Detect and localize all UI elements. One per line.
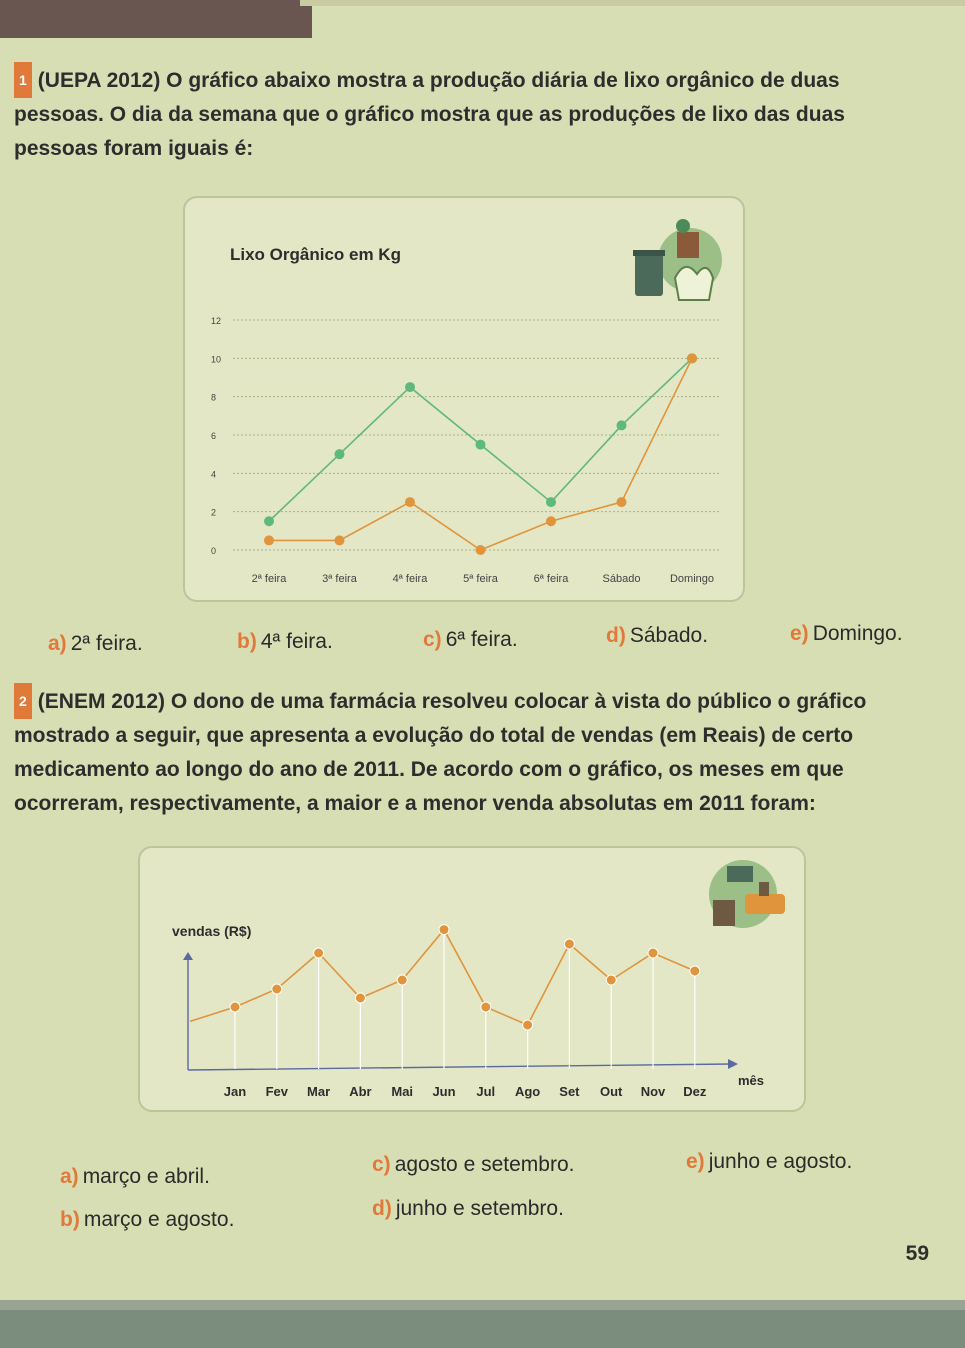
y-tick-label: 12 [211, 316, 221, 326]
data-point [396, 974, 408, 986]
data-point [334, 535, 345, 546]
x-tick-label: 3ª feira [322, 573, 358, 585]
q1-option-c[interactable]: c) 6ª feira. [423, 628, 518, 651]
x-tick-label: Ago [515, 1084, 540, 1099]
chart-lixo-organico: Lixo Orgânico em Kg 0 2 4 6 8 10 12 2ª feira 3ª f… [183, 196, 745, 602]
data-point [438, 924, 450, 936]
question-number: 2 [14, 683, 32, 719]
x-tick-label: Dez [683, 1084, 707, 1099]
x-tick-label: Domingo [670, 573, 714, 585]
q2-option-a[interactable]: a) março e abril. [60, 1165, 210, 1188]
data-point [647, 947, 659, 959]
x-tick-label: 6ª feira [534, 573, 570, 585]
x-tick-label: 2ª feira [252, 573, 288, 585]
x-tick-label: 5ª feira [463, 573, 499, 585]
data-point [687, 353, 697, 364]
x-axis-label: mês [738, 1073, 764, 1088]
recycling-bin-icon [633, 219, 722, 301]
q1-option-b[interactable]: b) 4ª feira. [237, 630, 333, 653]
page-number: 59 [905, 1242, 929, 1265]
x-tick-label: Mai [391, 1084, 413, 1099]
x-tick-label: Set [559, 1084, 580, 1099]
x-tick-label: Mar [307, 1084, 330, 1099]
x-axis [187, 1063, 733, 1071]
question-number: 1 [14, 62, 32, 98]
q1-option-e[interactable]: e) Domingo. [790, 622, 903, 645]
series-line [269, 357, 693, 551]
x-axis-arrow [728, 1059, 738, 1069]
y-axis-label: vendas (R$) [172, 923, 251, 939]
y-tick-label: 0 [211, 546, 216, 556]
data-point [475, 439, 486, 450]
x-tick-label: Sábado [603, 573, 641, 585]
data-point [354, 992, 366, 1004]
data-point [563, 938, 575, 950]
data-point [480, 1001, 492, 1013]
x-tick-label: Abr [349, 1084, 371, 1099]
q2-option-e[interactable]: e) junho e agosto. [686, 1150, 853, 1173]
data-point [264, 516, 274, 527]
data-point [405, 497, 415, 508]
q2-option-c[interactable]: c) agosto e setembro. [372, 1153, 575, 1176]
x-tick-label: Fev [266, 1084, 289, 1099]
x-tick-label: Out [600, 1084, 623, 1099]
question-1: 1 (UEPA 2012) O gráfico abaixo mostra a p… [14, 62, 934, 166]
question-text: (ENEM 2012) O dono de uma farmácia resol… [14, 690, 867, 815]
data-point [546, 516, 556, 527]
x-tick-label: Jul [476, 1084, 495, 1099]
q2-option-d[interactable]: d) junho e setembro. [372, 1197, 564, 1220]
question-2: 2 (ENEM 2012) O dono de uma farmácia reso… [14, 683, 934, 821]
data-point [313, 947, 325, 959]
data-point [475, 545, 486, 555]
data-point [405, 382, 415, 393]
series-line [189, 928, 696, 1027]
data-point [229, 1001, 241, 1013]
data-point [616, 420, 627, 431]
x-tick-label: Nov [641, 1084, 666, 1099]
y-tick-label: 10 [211, 354, 221, 364]
x-tick-label: Jan [224, 1084, 246, 1099]
data-point [264, 535, 274, 546]
data-point [605, 974, 617, 986]
chart-2-svg: vendas (R$) mês Jan Fev Mar Abr Mai Jun Jul Ago Se… [172, 860, 785, 1099]
question-text: (UEPA 2012) O gráfico abaixo mostra a pr… [14, 69, 845, 160]
floor-edge [0, 1300, 965, 1310]
header-band [0, 0, 312, 38]
q1-option-d[interactable]: d) Sábado. [606, 624, 709, 647]
y-tick-label: 6 [211, 431, 216, 441]
x-tick-label: Jun [432, 1084, 455, 1099]
chart-vendas: vendas (R$) mês Jan Fev Mar Abr Mai Jun Jul Ago Se… [138, 846, 806, 1112]
y-axis-arrow [183, 952, 193, 960]
chart-1-svg: Lixo Orgânico em Kg 0 2 4 6 8 10 12 2ª feira 3ª f… [211, 219, 722, 585]
y-tick-label: 4 [211, 469, 216, 479]
data-point [616, 497, 627, 508]
q1-option-a[interactable]: a) 2ª feira. [48, 632, 143, 655]
data-point [522, 1019, 534, 1031]
y-tick-label: 8 [211, 393, 216, 403]
q2-option-b[interactable]: b) março e agosto. [60, 1208, 235, 1231]
header-edge [300, 0, 965, 6]
data-point [334, 449, 345, 460]
data-point [689, 965, 701, 977]
data-point [271, 983, 283, 995]
y-tick-label: 2 [211, 508, 216, 518]
x-tick-label: 4ª feira [393, 573, 429, 585]
pharmacy-shop-icon [709, 860, 785, 928]
data-point [546, 497, 556, 508]
chart-title: Lixo Orgânico em Kg [230, 245, 401, 264]
